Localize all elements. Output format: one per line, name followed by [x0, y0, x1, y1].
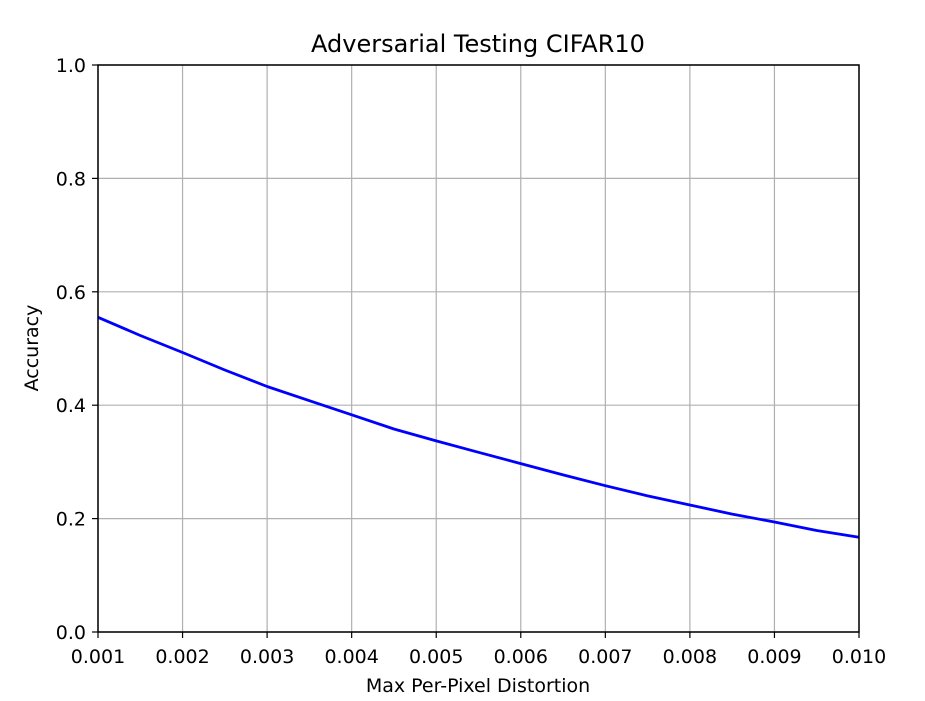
series-line-0 — [97, 316, 860, 539]
chart-title: Adversarial Testing CIFAR10 — [311, 30, 645, 58]
x-axis-label: Max Per-Pixel Distortion — [366, 675, 590, 697]
grid — [97, 64, 860, 633]
x-tick-label: 0.009 — [747, 646, 801, 668]
x-tick-label: 0.008 — [663, 646, 717, 668]
series-layer — [97, 316, 860, 539]
x-tick-label: 0.003 — [240, 646, 294, 668]
y-tick-label: 0.8 — [56, 168, 86, 190]
y-axis-label: Accuracy — [21, 305, 43, 392]
y-tick-label: 0.6 — [56, 282, 86, 304]
x-tick-label: 0.004 — [324, 646, 378, 668]
y-tick-label: 0.4 — [56, 395, 86, 417]
y-tick-label: 0.0 — [56, 622, 86, 644]
plot-frame — [97, 64, 860, 633]
x-tick-label: 0.006 — [494, 646, 548, 668]
x-tick-label: 0.005 — [409, 646, 463, 668]
y-tick-label: 0.2 — [56, 509, 86, 531]
x-tick-label: 0.010 — [832, 646, 886, 668]
x-tick-label: 0.001 — [71, 646, 125, 668]
x-tick-label: 0.007 — [578, 646, 632, 668]
x-tick-label: 0.002 — [155, 646, 209, 668]
y-axis-ticks: 0.0 0.2 0.4 0.6 0.8 1.0 — [56, 55, 98, 644]
y-tick-label: 1.0 — [56, 55, 86, 77]
x-axis-ticks: 0.001 0.002 0.003 0.004 0.005 0.006 0.007 0.008… — [71, 632, 886, 668]
